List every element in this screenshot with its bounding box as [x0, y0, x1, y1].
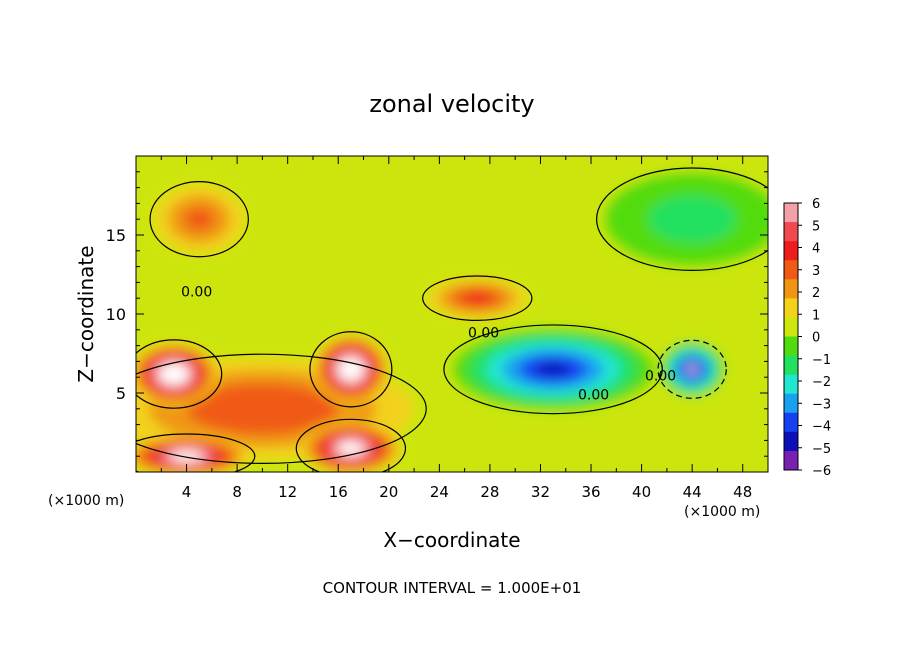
x-tick-label: 24 [430, 483, 449, 501]
colorbar-swatch [784, 241, 798, 261]
colorbar-swatch [784, 431, 798, 452]
colorbar-tick-label: 1 [812, 308, 820, 323]
field-blob [184, 207, 215, 231]
field-blob [687, 365, 697, 374]
field-blob [346, 365, 356, 374]
colorbar-swatch [784, 298, 798, 318]
colorbar-tick-label: −6 [812, 464, 831, 479]
contour-labels: 0.00 0.00 0.00 0.00 [181, 285, 676, 404]
field-blob [647, 195, 737, 243]
zero-contours [136, 167, 768, 472]
colorbar-tick-label: −5 [812, 442, 831, 457]
colorbar-swatch [784, 355, 798, 376]
y-axis-label: Z−coordinate [74, 245, 98, 382]
contour-interval-footer: CONTOUR INTERVAL = 1.000E+01 [323, 579, 582, 597]
x-tick-label: 8 [232, 483, 242, 501]
contour-line [295, 418, 407, 472]
colorbar-swatch [784, 222, 798, 242]
x-axis-ticks: 4 8 12 16 20 24 28 32 36 40 44 48 [160, 156, 752, 501]
contour-line [596, 167, 768, 271]
contour-label: 0.00 [578, 387, 609, 403]
contour-line [422, 275, 533, 321]
field-blob [224, 396, 301, 422]
colorbar-tick-label: 5 [812, 219, 820, 234]
field-blob [536, 362, 570, 377]
colorbar-tick-label: 3 [812, 264, 820, 279]
x-tick-label: 48 [733, 483, 752, 501]
contour-label: 0.00 [468, 326, 499, 342]
x-tick-label: 44 [683, 483, 702, 501]
colorbar-swatch [784, 393, 798, 414]
x-scale-note-right: (×1000 m) [684, 504, 760, 520]
colorbar-swatch [784, 317, 798, 337]
x-tick-label: 36 [581, 483, 600, 501]
colorbar-swatch [784, 336, 798, 357]
colorbar: 6 5 4 3 2 1 0 −1 −2 −3 −4 −5 −6 [783, 197, 831, 479]
colorbar-tick-label: 0 [812, 331, 820, 346]
colorbar-swatch [784, 450, 798, 471]
heat-field [136, 156, 768, 472]
colorbar-tick-label: 6 [812, 197, 820, 212]
y-tick-label: 10 [106, 305, 126, 324]
contour-line [309, 331, 393, 408]
contour-label: 0.00 [181, 285, 212, 301]
colorbar-tick-label: −3 [812, 397, 831, 412]
field-blob [464, 293, 490, 304]
contour-line [149, 181, 249, 258]
y-tick-label: 15 [106, 226, 126, 245]
x-tick-label: 20 [379, 483, 398, 501]
colorbar-swatch [784, 279, 798, 299]
y-axis-ticks: 5 10 15 [106, 171, 768, 457]
field-blob [344, 444, 358, 452]
x-tick-label: 28 [480, 483, 499, 501]
colorbar-tick-label: 2 [812, 286, 820, 301]
x-tick-label: 16 [329, 483, 348, 501]
contour-line [657, 339, 727, 399]
x-axis-label: X−coordinate [383, 528, 520, 552]
y-tick-label: 5 [116, 384, 126, 403]
contour-line [136, 433, 256, 472]
colorbar-tick-label: −4 [812, 420, 831, 435]
contour-label: 0.00 [645, 368, 676, 384]
colorbar-swatch [784, 374, 798, 395]
colorbar-tick-label: 4 [812, 242, 820, 257]
x-tick-label: 4 [182, 483, 192, 501]
field-layer [136, 156, 768, 472]
contour-line [136, 353, 427, 464]
colorbar-tick-label: −2 [812, 375, 831, 390]
colorbar-swatch [784, 203, 798, 223]
chart-title: zonal velocity [369, 90, 534, 118]
x-tick-label: 32 [531, 483, 550, 501]
colorbar-swatch [784, 412, 798, 433]
colorbar-swatch [784, 260, 798, 280]
contour-line [136, 339, 223, 409]
colorbar-tick-label: −1 [812, 353, 831, 368]
x-scale-note-left: (×1000 m) [48, 493, 124, 509]
field-blob [169, 370, 179, 378]
contour-line [443, 324, 663, 415]
x-tick-label: 12 [278, 483, 297, 501]
x-tick-label: 40 [632, 483, 651, 501]
